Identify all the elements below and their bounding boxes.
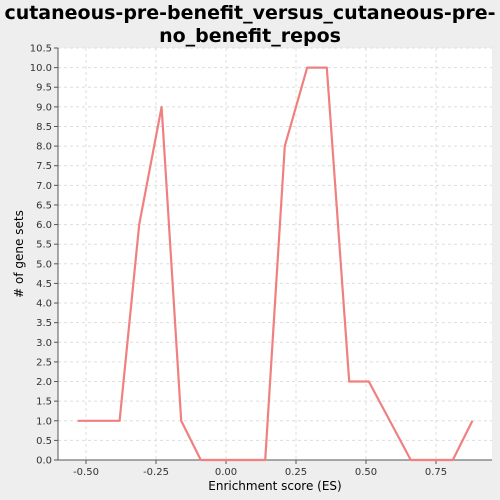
- y-tick-label: 5.5: [36, 240, 52, 251]
- y-tick-label: 4.0: [36, 299, 52, 310]
- y-tick-label: 7.5: [36, 161, 52, 172]
- series-line-0: [77, 66, 474, 462]
- y-tick-label: 6.5: [36, 200, 52, 211]
- y-tick-label: 4.5: [36, 279, 52, 290]
- y-tick-label: 1.5: [36, 397, 52, 408]
- chart-title-line-2: no_benefit_repos: [159, 25, 341, 47]
- y-tick-label: 10.5: [30, 44, 52, 55]
- chart-title-line-1: cutaneous-pre-benefit_versus_cutaneous-p…: [4, 2, 496, 24]
- y-tick-label: 7.0: [36, 181, 52, 192]
- y-tick-label: 1.0: [36, 416, 52, 427]
- y-tick-label: 5.0: [36, 259, 52, 270]
- grid: [58, 47, 492, 460]
- x-tick-label: 0.75: [425, 467, 447, 478]
- x-tick-label: 0.25: [285, 467, 307, 478]
- y-tick-label: 8.0: [36, 142, 52, 153]
- y-tick-label: 8.5: [36, 122, 52, 133]
- x-tick-label: 0.50: [355, 467, 377, 478]
- plot-area: [58, 48, 492, 460]
- y-tick-label: 0.0: [36, 456, 52, 467]
- y-tick-label: 9.5: [36, 83, 52, 94]
- y-tick-label: 10.0: [30, 63, 52, 74]
- x-axis-label: Enrichment score (ES): [208, 479, 341, 493]
- x-tick-label: 0.00: [215, 467, 237, 478]
- series-group: [77, 66, 474, 462]
- y-axis-label: # of gene sets: [12, 210, 26, 298]
- x-tick-label: -0.25: [143, 467, 169, 478]
- y-tick-label: 2.0: [36, 377, 52, 388]
- axes: 0.0 0.5 1.0 1.5 2.0 2.5 3.0 3.5 4.0 4.5 5.0 5.5 6.0 6…: [30, 44, 492, 478]
- y-tick-label: 6.0: [36, 220, 52, 231]
- y-tick-label: 9.0: [36, 102, 52, 113]
- y-tick-label: 0.5: [36, 436, 52, 447]
- x-tick-label: -0.50: [73, 467, 99, 478]
- y-tick-label: 3.0: [36, 338, 52, 349]
- y-tick-label: 3.5: [36, 318, 52, 329]
- chart-title: cutaneous-pre-benefit_versus_cutaneous-p…: [0, 2, 500, 48]
- y-tick-label: 2.5: [36, 357, 52, 368]
